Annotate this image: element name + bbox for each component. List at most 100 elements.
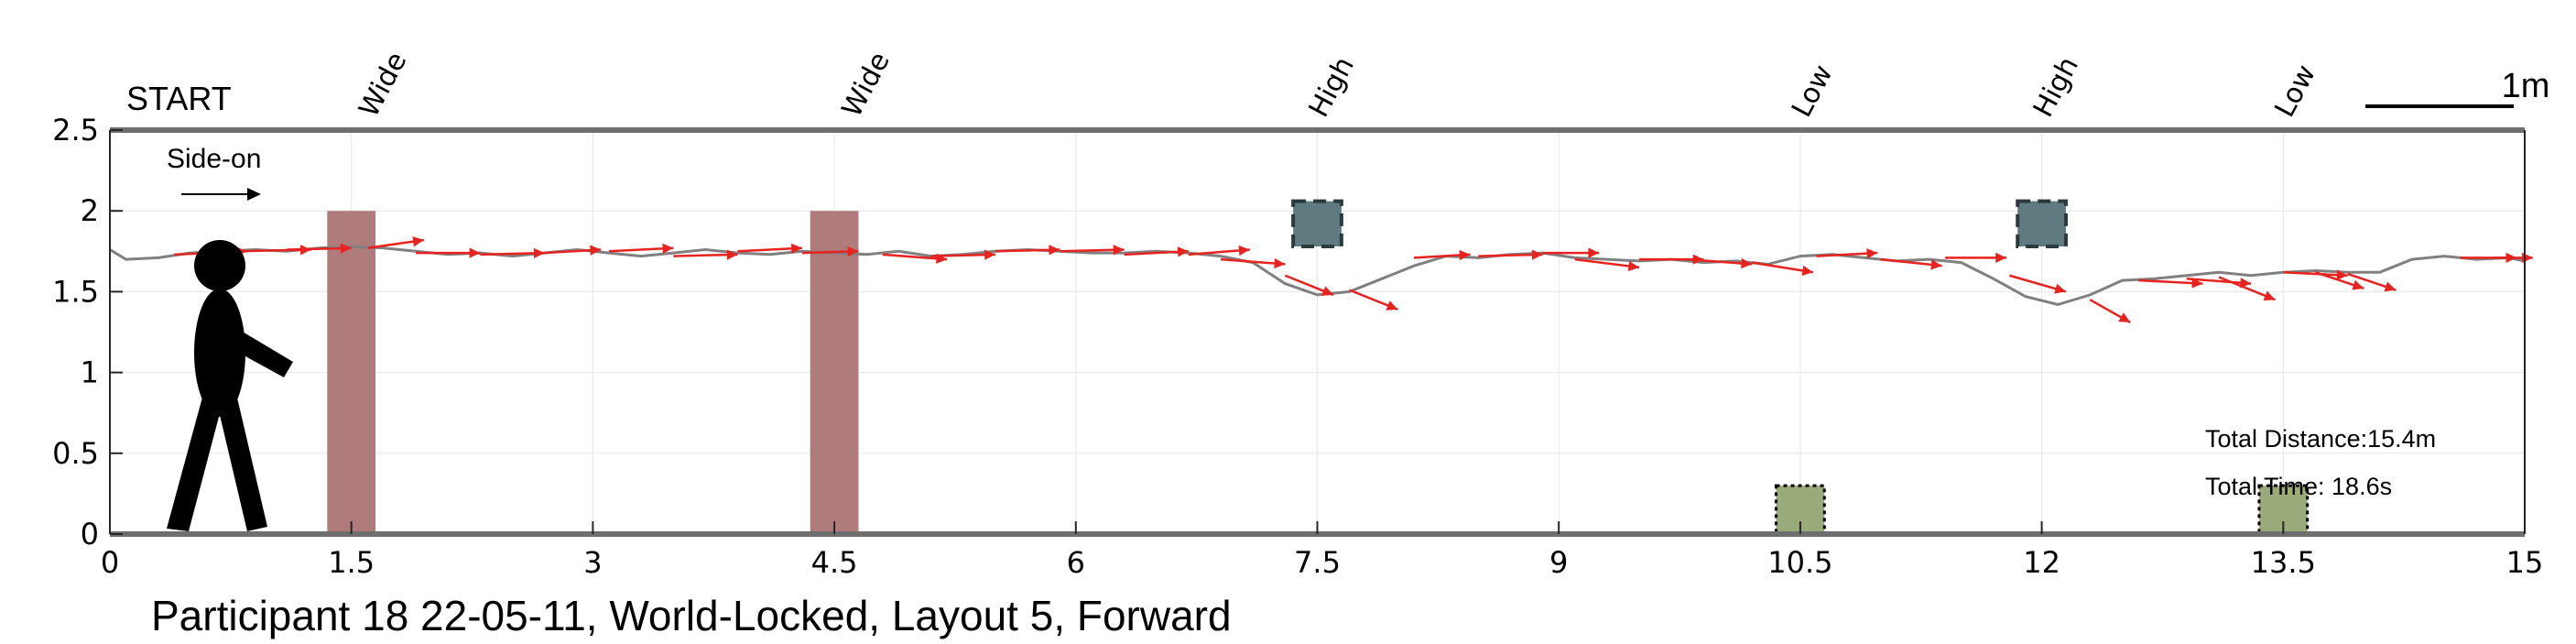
obstacles xyxy=(327,199,2310,536)
heading-arrow-head xyxy=(2263,290,2276,301)
heading-arrow-head xyxy=(1995,252,2006,264)
heading-arrow xyxy=(287,243,352,254)
heading-arrow-head xyxy=(1866,248,1878,259)
obstacle-type-label: Wide xyxy=(836,47,897,123)
heading-arrow-shaft xyxy=(995,248,1060,253)
heading-arrow xyxy=(1478,249,1543,260)
y-tick-label: 2.5 xyxy=(52,113,99,147)
heading-arrow xyxy=(1751,261,1814,276)
heading-arrow xyxy=(2186,278,2252,289)
tick-labels: 0 1.5 3 4.5 6 7.5 9 10.5 12 13.5 15 0 0.5 1 1.5 2 2.5 xyxy=(52,113,2543,580)
heading-arrow-head xyxy=(1177,246,1189,257)
y-tick-label: 1 xyxy=(81,355,99,390)
heading-arrow-shaft xyxy=(737,246,803,253)
heading-arrow-head xyxy=(1274,257,1286,269)
heading-arrow-shaft xyxy=(1124,250,1189,257)
heading-arrow xyxy=(2009,274,2067,294)
heading-arrow xyxy=(1945,252,2006,264)
heading-arrow xyxy=(2315,271,2364,290)
heading-arrow xyxy=(1220,257,1286,269)
start-label: START xyxy=(126,80,232,117)
y-tick-label: 1.5 xyxy=(52,274,99,309)
heading-arrow-head xyxy=(2054,283,2066,294)
heading-arrow xyxy=(1687,257,1753,269)
heading-arrow-head xyxy=(2522,252,2533,264)
heading-arrow-head xyxy=(726,249,738,260)
heading-arrow xyxy=(2492,252,2533,264)
x-tick-label: 12 xyxy=(2023,545,2060,580)
heading-arrow-head xyxy=(1588,247,1600,258)
heading-arrow xyxy=(737,243,803,255)
x-tick-label: 10.5 xyxy=(1767,545,1832,580)
heading-arrow-head xyxy=(1321,286,1334,296)
x-tick-label: 9 xyxy=(1549,545,1568,580)
x-tick-label: 13.5 xyxy=(2251,545,2316,580)
heading-arrow-shaft xyxy=(287,246,352,251)
heading-arrow-shaft xyxy=(1478,253,1543,257)
total-distance-text: Total Distance:15.4m xyxy=(2205,425,2436,453)
heading-arrow-head xyxy=(340,243,352,254)
obstacle-type-label: Wide xyxy=(353,47,413,123)
heading-arrow xyxy=(2218,276,2276,301)
obstacle-labels: Wide Wide High Low High Low xyxy=(353,47,2322,123)
y-tick-label: 0.5 xyxy=(52,436,99,471)
heading-arrow xyxy=(1816,248,1878,259)
heading-arrow xyxy=(930,249,995,260)
heading-arrow-shaft xyxy=(882,253,948,261)
total-time-text: Total Time: 18.6s xyxy=(2205,473,2392,500)
heading-arrow-head xyxy=(1627,260,1640,272)
heading-arrow-shaft xyxy=(673,253,738,257)
heading-arrow-head xyxy=(412,236,424,247)
heading-arrow-head xyxy=(590,245,602,256)
heading-arrow-shaft xyxy=(1060,248,1125,253)
heading-arrow-head xyxy=(2352,279,2364,290)
obstacle-type-label: Low xyxy=(2268,60,2322,123)
heading-arrow-shaft xyxy=(930,253,995,257)
heading-arrow-shaft xyxy=(2186,278,2252,285)
heading-arrow-head xyxy=(1531,249,1543,260)
heading-arrow xyxy=(673,249,738,260)
obstacle-wide xyxy=(810,211,859,534)
heading-arrow-head xyxy=(984,249,995,260)
axes xyxy=(109,127,2526,537)
heading-arrow-head xyxy=(2336,269,2348,280)
obstacle-type-label: High xyxy=(2027,51,2085,122)
heading-arrow-shaft xyxy=(2138,278,2203,285)
heading-arrow xyxy=(1413,249,1471,261)
heading-arrow xyxy=(1124,246,1189,257)
direction-label: Side-on xyxy=(167,144,261,174)
heading-arrow-head xyxy=(790,243,802,255)
heading-arrow-head xyxy=(469,247,481,258)
heading-arrow xyxy=(2283,269,2348,280)
x-tick-label: 0 xyxy=(101,545,119,580)
x-tick-label: 15 xyxy=(2506,545,2544,580)
direction-arrow-icon xyxy=(181,188,261,201)
heading-arrow xyxy=(608,243,674,255)
heading-arrow-shaft xyxy=(1220,257,1286,266)
heading-arrow xyxy=(480,247,545,259)
heading-arrow-shaft xyxy=(1687,257,1753,266)
heading-arrow xyxy=(995,245,1060,256)
heading-arrow xyxy=(1060,245,1125,256)
obstacle-type-label: Low xyxy=(1786,60,1840,123)
heading-arrow-head xyxy=(2240,278,2252,289)
obstacle-high xyxy=(1291,199,1343,249)
heading-arrow-head xyxy=(662,243,674,255)
heading-arrow-head xyxy=(847,246,859,257)
walker-icon xyxy=(167,240,293,531)
heading-arrow-head xyxy=(1459,249,1471,261)
obstacle-type-label: High xyxy=(1303,51,1361,122)
grid-lines xyxy=(109,129,2526,535)
heading-arrow-head xyxy=(533,247,545,259)
heading-arrow-shaft xyxy=(1574,257,1640,269)
heading-arrow xyxy=(801,246,859,257)
heading-arrow xyxy=(1542,247,1600,258)
y-tick-label: 2 xyxy=(81,193,99,228)
obstacle-wide xyxy=(327,211,376,534)
heading-arrow-head xyxy=(2118,312,2131,322)
heading-arrows xyxy=(174,236,2533,324)
heading-arrow xyxy=(1349,289,1398,311)
x-tick-label: 1.5 xyxy=(328,545,375,580)
y-tick-label: 0 xyxy=(81,517,99,551)
heading-arrow-head xyxy=(1930,259,1942,270)
